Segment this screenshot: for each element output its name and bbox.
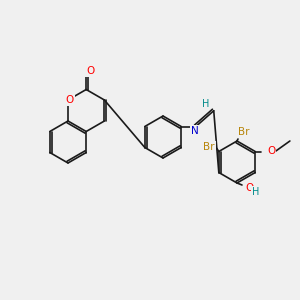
Text: O: O — [267, 146, 275, 155]
Text: O: O — [245, 183, 253, 193]
Text: N: N — [191, 127, 199, 136]
Text: H: H — [202, 99, 209, 109]
Text: Br: Br — [203, 142, 214, 152]
Text: Br: Br — [238, 127, 250, 137]
Text: O: O — [86, 66, 94, 76]
Text: H: H — [252, 187, 260, 197]
Text: O: O — [66, 95, 74, 105]
